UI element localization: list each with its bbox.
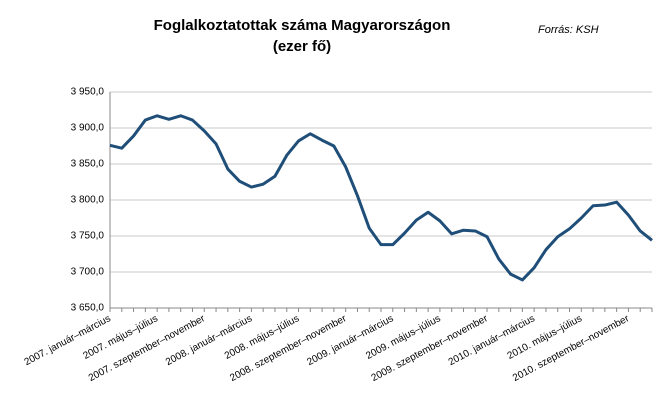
- data-line: [109, 114, 653, 282]
- chart-subtitle: (ezer fő): [273, 38, 331, 55]
- y-tick-label: 3 900,0: [71, 123, 105, 134]
- x-tick-label: 2007. január–március: [23, 313, 113, 368]
- source: Forrás: KSH: [538, 24, 599, 36]
- x-tick-label: 2009. január–március: [305, 313, 395, 368]
- y-tick-label: 3 850,0: [71, 159, 105, 170]
- y-tick-label: 3 800,0: [71, 195, 105, 206]
- y-tick-label: 3 700,0: [71, 267, 105, 278]
- x-tick-label: 2010. január–március: [447, 313, 537, 368]
- y-tick-label: 3 750,0: [71, 231, 105, 242]
- y-tick-label: 3 650,0: [71, 303, 105, 314]
- x-tick-label: 2008. január–március: [164, 313, 254, 368]
- chart-title: Foglalkoztatottak száma Magyarországon: [154, 17, 451, 34]
- y-tick-label: 3 950,0: [71, 87, 105, 98]
